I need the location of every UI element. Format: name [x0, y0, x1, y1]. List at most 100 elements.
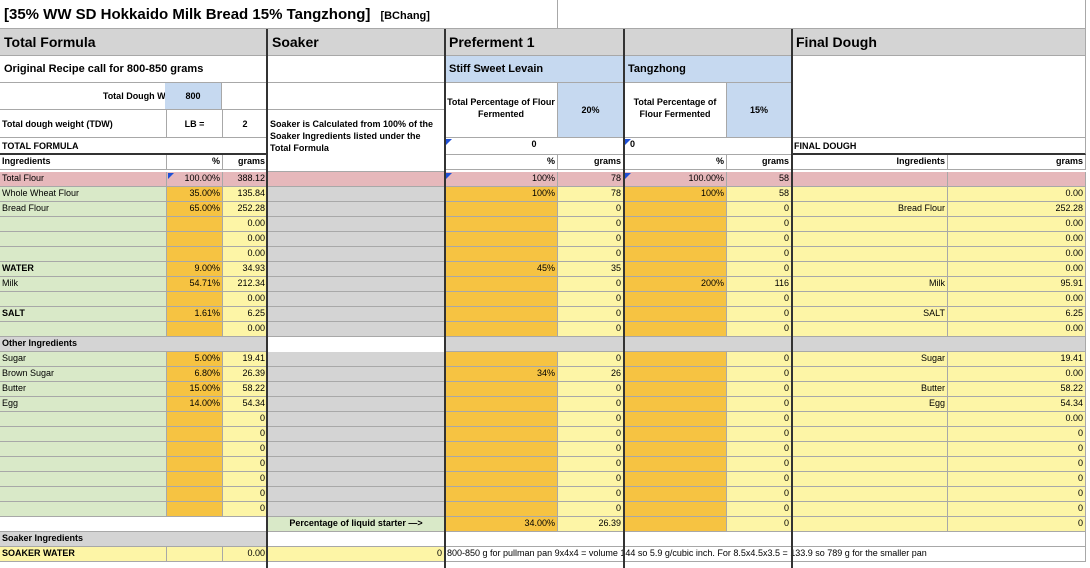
pf-grams[interactable]: 0 — [558, 232, 624, 247]
header-preferment[interactable]: Preferment 1 — [445, 29, 624, 56]
fd-ingredient[interactable] — [792, 427, 948, 442]
ingredient-name[interactable]: Egg — [0, 397, 167, 412]
ingredient-pct[interactable]: 14.00% — [167, 397, 223, 412]
soaker-water-label[interactable]: SOAKER WATER — [0, 547, 167, 562]
pf-grams[interactable]: 0 — [558, 427, 624, 442]
pf-grams[interactable]: 0 — [558, 217, 624, 232]
fd-ingredient[interactable]: Butter — [792, 382, 948, 397]
soaker-note[interactable]: Soaker is Calculated from 100% of the So… — [268, 110, 445, 172]
tz-grams[interactable]: 0 — [727, 472, 792, 487]
fd-other-blank[interactable] — [792, 337, 1086, 352]
fd-grams[interactable]: 0 — [948, 427, 1086, 442]
ingredient-name[interactable]: Brown Sugar — [0, 367, 167, 382]
tz-grams[interactable]: 58 — [727, 187, 792, 202]
ingredient-name[interactable] — [0, 322, 167, 337]
fd-grams[interactable]: 54.34 — [948, 397, 1086, 412]
fd-grams[interactable]: 0.00 — [948, 292, 1086, 307]
ingredient-name[interactable]: WATER — [0, 262, 167, 277]
total-formula-label[interactable]: TOTAL FORMULA — [0, 138, 268, 155]
ingredient-grams[interactable]: 0 — [223, 442, 268, 457]
ingredient-grams[interactable]: 0.00 — [223, 232, 268, 247]
tdw-right-blank[interactable] — [222, 83, 268, 110]
soaker-cell[interactable] — [268, 232, 445, 247]
pf-pct[interactable] — [445, 232, 558, 247]
soaker-total[interactable] — [268, 172, 445, 187]
col-header-ingredients[interactable]: Ingredients — [0, 155, 167, 170]
soaker-ing-blank[interactable] — [268, 532, 1086, 547]
ingredient-grams[interactable]: 0 — [223, 487, 268, 502]
pf-pct[interactable] — [445, 382, 558, 397]
fd-grams[interactable]: 58.22 — [948, 382, 1086, 397]
pf-grams[interactable]: 0 — [558, 202, 624, 217]
tz-grams[interactable]: 0 — [727, 412, 792, 427]
fd-total-ing[interactable] — [792, 172, 948, 187]
ingredient-name[interactable] — [0, 292, 167, 307]
ingredient-name[interactable] — [0, 472, 167, 487]
fd-grams[interactable]: 0.00 — [948, 412, 1086, 427]
soaker-water-grams[interactable]: 0.00 — [223, 547, 268, 562]
fd-ingredient[interactable] — [792, 262, 948, 277]
tz-pct[interactable]: 200% — [624, 277, 727, 292]
pf-grams[interactable]: 0 — [558, 502, 624, 517]
ingredient-pct[interactable] — [167, 217, 223, 232]
soaker-blank2[interactable] — [268, 83, 445, 110]
ingredient-grams[interactable]: 0 — [223, 412, 268, 427]
fd-grams[interactable]: 252.28 — [948, 202, 1086, 217]
col-header-tz-pct[interactable]: % — [624, 155, 727, 170]
fd-ingredient[interactable] — [792, 247, 948, 262]
fd-ingredient[interactable] — [792, 502, 948, 517]
tz-pct[interactable] — [624, 472, 727, 487]
pf-pct[interactable] — [445, 502, 558, 517]
pf-pct[interactable] — [445, 352, 558, 367]
col-header-fd-grams[interactable]: grams — [948, 155, 1086, 170]
tz-grams[interactable]: 0 — [727, 367, 792, 382]
tz-total-pct-label[interactable]: Total Percentage of Flour Fermented — [624, 83, 727, 138]
ingredient-pct[interactable]: 6.80% — [167, 367, 223, 382]
soaker-cell[interactable] — [268, 427, 445, 442]
liquid-starter-label[interactable]: Percentage of liquid starter —> — [268, 517, 445, 532]
tz-pct[interactable] — [624, 217, 727, 232]
pf-grams[interactable]: 0 — [558, 472, 624, 487]
pf-pct[interactable] — [445, 307, 558, 322]
fd-ingredient[interactable]: SALT — [792, 307, 948, 322]
tz-grams[interactable]: 0 — [727, 292, 792, 307]
ingredient-grams[interactable]: 0 — [223, 502, 268, 517]
ingredient-pct[interactable] — [167, 292, 223, 307]
tz-grams[interactable]: 0 — [727, 322, 792, 337]
fd-grams[interactable]: 0 — [948, 442, 1086, 457]
lb-value[interactable]: 2 — [223, 110, 268, 138]
tz-grams[interactable]: 0 — [727, 232, 792, 247]
pf-pct[interactable]: 45% — [445, 262, 558, 277]
tz-grams[interactable]: 116 — [727, 277, 792, 292]
tz-grams[interactable]: 0 — [727, 442, 792, 457]
pf-pct[interactable] — [445, 412, 558, 427]
ingredient-name[interactable] — [0, 412, 167, 427]
pf-pct[interactable] — [445, 322, 558, 337]
pf-pct[interactable] — [445, 277, 558, 292]
fd-grams[interactable]: 0 — [948, 472, 1086, 487]
tz-pct[interactable]: 100% — [624, 187, 727, 202]
pf-grams[interactable]: 0 — [558, 487, 624, 502]
soaker-cell[interactable] — [268, 502, 445, 517]
tz-pct[interactable] — [624, 322, 727, 337]
pf-pct[interactable] — [445, 427, 558, 442]
ingredient-pct[interactable] — [167, 247, 223, 262]
pf-grams[interactable]: 0 — [558, 322, 624, 337]
ingredient-grams[interactable]: 0.00 — [223, 322, 268, 337]
ingredient-name[interactable]: Bread Flour — [0, 202, 167, 217]
fd-grams[interactable]: 0.00 — [948, 232, 1086, 247]
soaker-cell[interactable] — [268, 322, 445, 337]
tz-grams[interactable]: 0 — [727, 352, 792, 367]
tdw-input[interactable]: 800 — [165, 83, 222, 110]
header-tangzhong-blank[interactable] — [624, 29, 792, 56]
total-flour-grams[interactable]: 388.12 — [223, 172, 268, 187]
ingredient-pct[interactable] — [167, 472, 223, 487]
pf-pct[interactable]: 34% — [445, 367, 558, 382]
fd-grams[interactable]: 0 — [948, 517, 1086, 532]
tz-grams[interactable]: 0 — [727, 247, 792, 262]
pf-pct[interactable] — [445, 292, 558, 307]
tz-grams[interactable]: 0 — [727, 427, 792, 442]
original-recipe-note[interactable]: Original Recipe call for 800-850 grams — [0, 56, 268, 83]
pf-grams[interactable]: 35 — [558, 262, 624, 277]
